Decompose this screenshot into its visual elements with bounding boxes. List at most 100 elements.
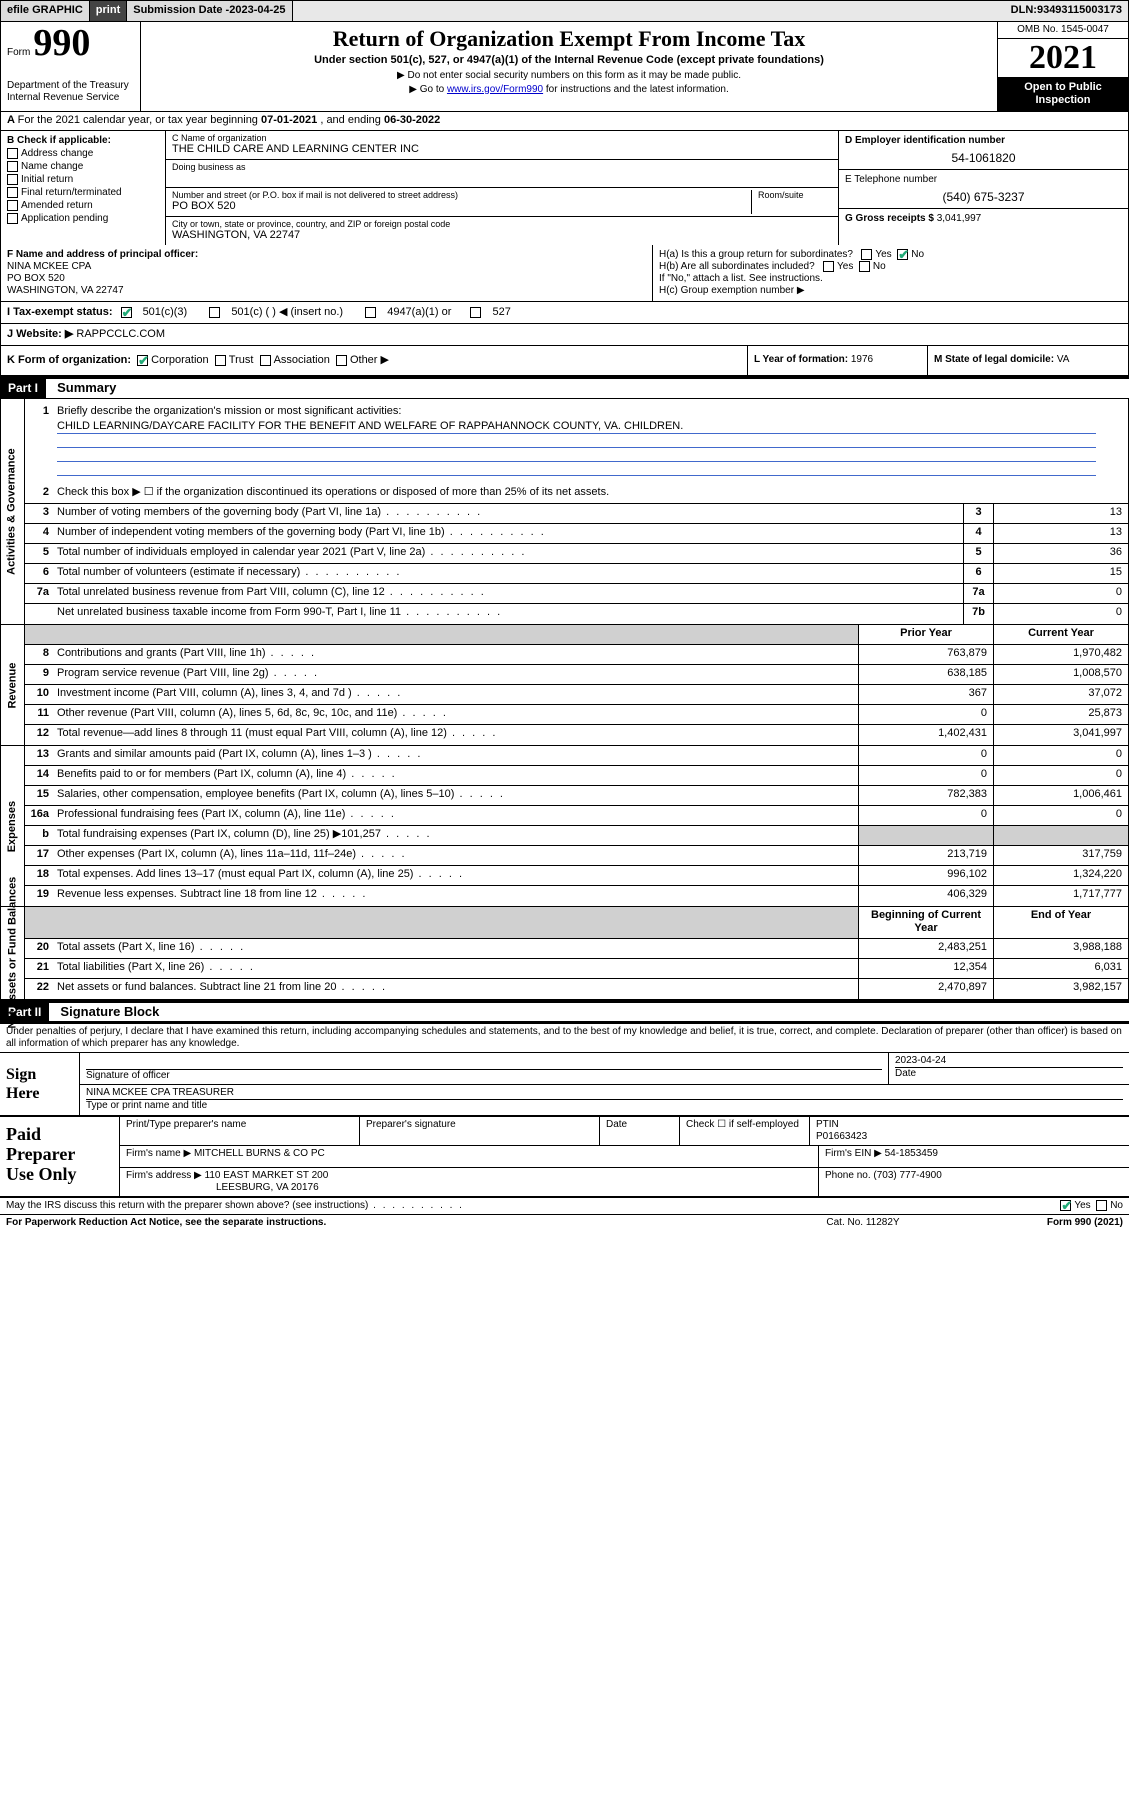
hb-no: No xyxy=(873,261,886,272)
m-label: M State of legal domicile: xyxy=(934,354,1057,365)
subtitle: Under section 501(c), 527, or 4947(a)(1)… xyxy=(147,54,991,67)
row-klm: K Form of organization: Corporation Trus… xyxy=(0,346,1129,377)
prep-name-hdr: Print/Type preparer's name xyxy=(120,1117,360,1145)
f-name: NINA MCKEE CPA xyxy=(7,261,91,272)
line-text: Contributions and grants (Part VIII, lin… xyxy=(53,645,858,664)
col-h: H(a) Is this a group return for subordin… xyxy=(653,245,1128,301)
prior-val xyxy=(858,826,993,845)
dln-label: DLN: xyxy=(1011,4,1037,17)
b-label: B Check if applicable: xyxy=(7,135,159,147)
line-ref: 7b xyxy=(963,604,993,624)
data-line: b Total fundraising expenses (Part IX, c… xyxy=(25,826,1128,846)
vtab-gov-label: Activities & Governance xyxy=(6,448,19,575)
k-trust: Trust xyxy=(229,354,254,366)
a-mid: , and ending xyxy=(320,114,384,126)
line-val: 13 xyxy=(993,504,1128,523)
tax-year: 2021 xyxy=(998,39,1128,77)
title-box: Return of Organization Exempt From Incom… xyxy=(141,22,998,111)
mission-blank xyxy=(57,462,1096,476)
efile-label: efile GRAPHIC xyxy=(1,1,90,21)
data-line: 13 Grants and similar amounts paid (Part… xyxy=(25,746,1128,766)
hc-label: H(c) Group exemption number ▶ xyxy=(659,285,1122,297)
vtab-rev: Revenue xyxy=(1,625,25,745)
data-line: 17 Other expenses (Part IX, column (A), … xyxy=(25,846,1128,866)
mission-text: CHILD LEARNING/DAYCARE FACILITY FOR THE … xyxy=(57,420,1096,434)
line-ref: 7a xyxy=(963,584,993,603)
line-text: Net unrelated business taxable income fr… xyxy=(53,604,963,624)
form-number-box: Form 990 Department of the Treasury Inte… xyxy=(1,22,141,111)
line-text: Professional fundraising fees (Part IX, … xyxy=(53,806,858,825)
b-final: Final return/terminated xyxy=(21,187,122,198)
ha-label: H(a) Is this a group return for subordin… xyxy=(659,249,853,260)
data-line: 14 Benefits paid to or for members (Part… xyxy=(25,766,1128,786)
subdate-value: 2023-04-25 xyxy=(229,4,285,17)
line-ref: 4 xyxy=(963,524,993,543)
open-public: Open to Public Inspection xyxy=(998,77,1128,111)
curr-val: 1,970,482 xyxy=(993,645,1128,664)
phone-label: Phone no. xyxy=(825,1170,873,1181)
line-num: 20 xyxy=(25,939,53,958)
part-ii-title: Signature Block xyxy=(52,1004,159,1019)
data-line: 15 Salaries, other compensation, employe… xyxy=(25,786,1128,806)
e-label: E Telephone number xyxy=(845,174,1122,186)
may-no: No xyxy=(1110,1200,1123,1211)
line1-num: 1 xyxy=(25,403,53,420)
i-501c3: 501(c)(3) xyxy=(143,306,188,319)
line-num: 21 xyxy=(25,959,53,978)
l-label: L Year of formation: xyxy=(754,354,851,365)
b-item: Application pending xyxy=(7,213,159,225)
data-line: 18 Total expenses. Add lines 13–17 (must… xyxy=(25,866,1128,886)
ha-no: No xyxy=(911,249,924,260)
subdate-label: Submission Date - xyxy=(133,4,229,17)
b-item: Name change xyxy=(7,161,159,173)
j-label: J Website: ▶ xyxy=(7,328,76,340)
sign-here-grid: Sign Here Signature of officer 2023-04-2… xyxy=(0,1052,1129,1115)
c-addr-label: Number and street (or P.O. box if mail i… xyxy=(172,190,745,201)
irs-link[interactable]: www.irs.gov/Form990 xyxy=(447,84,543,95)
phone-val: (703) 777-4900 xyxy=(873,1170,941,1181)
line-num: 22 xyxy=(25,979,53,999)
officer-name-label: Type or print name and title xyxy=(86,1100,1123,1112)
prior-val: 12,354 xyxy=(858,959,993,978)
data-line: 22 Net assets or fund balances. Subtract… xyxy=(25,979,1128,999)
sign-here-label: Sign Here xyxy=(0,1053,80,1115)
a-begin: 07-01-2021 xyxy=(261,114,317,126)
curr-val: 317,759 xyxy=(993,846,1128,865)
data-line: 9 Program service revenue (Part VIII, li… xyxy=(25,665,1128,685)
dln: DLN: 93493115003173 xyxy=(1005,1,1128,21)
line-text: Investment income (Part VIII, column (A)… xyxy=(53,685,858,704)
curr-header: Current Year xyxy=(993,625,1128,644)
curr-val xyxy=(993,826,1128,845)
prior-val: 0 xyxy=(858,705,993,724)
f-label: F Name and address of principal officer: xyxy=(7,249,198,260)
sig-of-officer: Signature of officer xyxy=(86,1070,882,1082)
blank6 xyxy=(53,907,858,937)
i-label: I Tax-exempt status: xyxy=(7,306,113,319)
line-num: 19 xyxy=(25,886,53,906)
line-num: 9 xyxy=(25,665,53,684)
b-item: Amended return xyxy=(7,200,159,212)
ha-yes: Yes xyxy=(875,249,891,260)
b-pending: Application pending xyxy=(21,213,108,224)
line-val: 0 xyxy=(993,604,1128,624)
curr-val: 0 xyxy=(993,766,1128,785)
vtab-net-label: Net Assets or Fund Balances xyxy=(6,877,19,1029)
line-text: Net assets or fund balances. Subtract li… xyxy=(53,979,858,999)
line-num xyxy=(25,604,53,624)
data-line: 19 Revenue less expenses. Subtract line … xyxy=(25,886,1128,906)
line-val: 13 xyxy=(993,524,1128,543)
a-label: A xyxy=(7,114,15,126)
paid-preparer-grid: Paid Preparer Use Only Print/Type prepar… xyxy=(0,1115,1129,1198)
line-num: 12 xyxy=(25,725,53,745)
print-button[interactable]: print xyxy=(90,1,127,21)
b-initial: Initial return xyxy=(21,174,73,185)
row-j: J Website: ▶ RAPPCCLC.COM xyxy=(0,324,1129,346)
net-prior-header: Beginning of Current Year xyxy=(858,907,993,937)
line-num: 3 xyxy=(25,504,53,523)
line-text: Total revenue—add lines 8 through 11 (mu… xyxy=(53,725,858,745)
curr-val: 1,006,461 xyxy=(993,786,1128,805)
ein-label: Firm's EIN ▶ xyxy=(825,1148,885,1159)
rev-block: Revenue Prior Year Current Year 8 Contri… xyxy=(0,624,1129,745)
blank3 xyxy=(25,625,53,644)
k-assoc: Association xyxy=(274,354,330,366)
